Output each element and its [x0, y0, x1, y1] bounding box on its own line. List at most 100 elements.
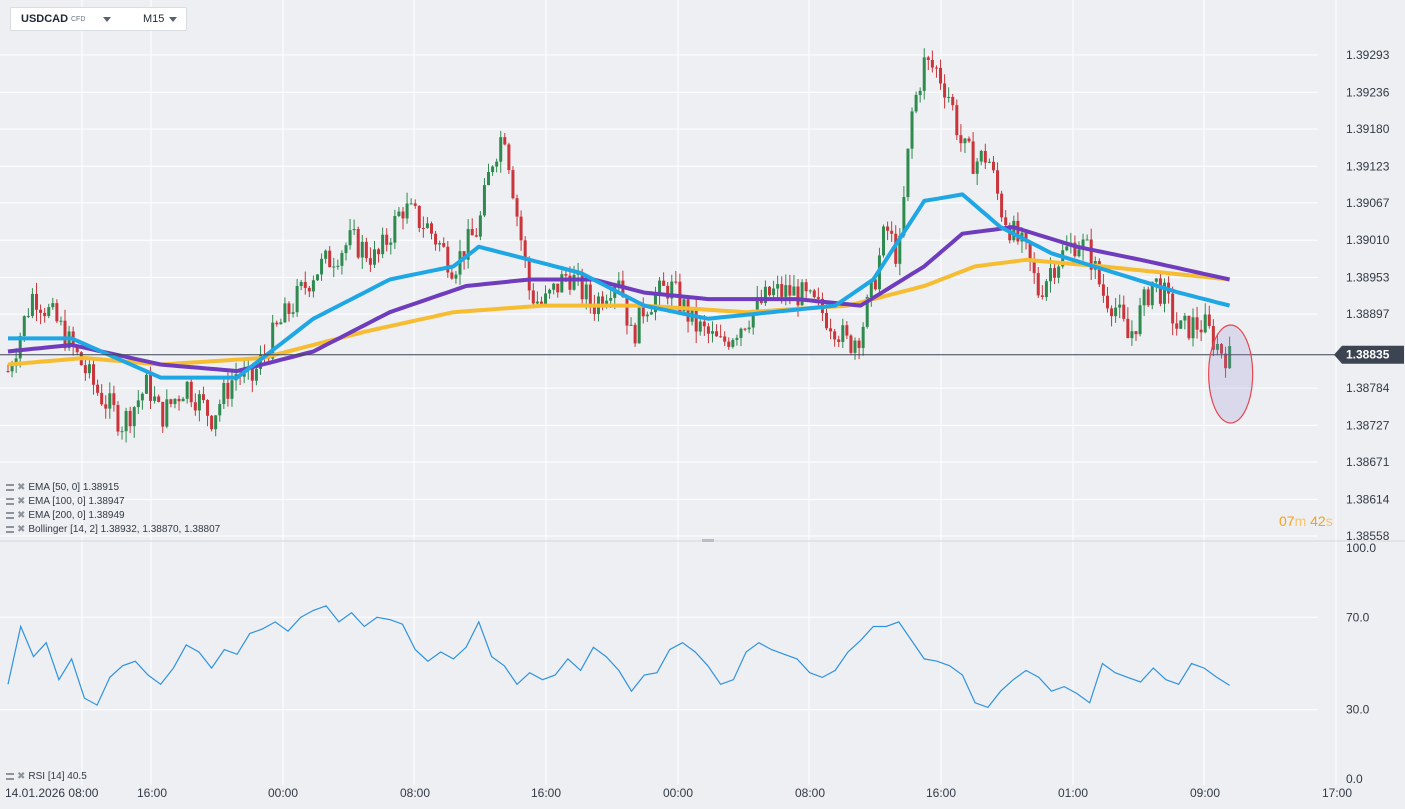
candle-body — [201, 394, 205, 401]
candle-body — [1004, 217, 1008, 226]
rsi-axis-label: 30.0 — [1346, 703, 1370, 717]
candle-body — [1171, 293, 1175, 324]
price-axis-label: 1.38953 — [1346, 271, 1390, 285]
time-axis-label: 16:00 — [531, 786, 561, 800]
candle-body — [548, 289, 552, 294]
candle-body — [564, 274, 568, 276]
candle-body — [287, 303, 291, 314]
candle-body — [539, 301, 543, 305]
candle-body — [674, 281, 678, 283]
candle-body — [609, 298, 613, 301]
candle-body — [743, 328, 747, 330]
candle-body — [930, 59, 934, 68]
candle-body — [1191, 317, 1195, 339]
candle-body — [731, 339, 735, 347]
remove-icon[interactable]: ✖ — [17, 524, 26, 535]
candle-body — [43, 312, 47, 317]
candle-body — [649, 312, 653, 315]
candle-body — [295, 286, 299, 313]
candle-body — [934, 67, 938, 69]
legend-rsi[interactable]: ✖ RSI [14] 40.5 — [6, 771, 87, 782]
candle-body — [556, 283, 560, 293]
candle-body — [83, 365, 87, 374]
candle-body — [499, 137, 503, 162]
current-price-label: 1.38835 — [1346, 348, 1390, 362]
price-axis-label: 1.38614 — [1346, 492, 1390, 506]
legend-settings-icon[interactable] — [6, 483, 14, 491]
candle-body — [996, 170, 1000, 194]
candle-body — [393, 216, 397, 243]
candle-body — [30, 293, 34, 317]
legend-label: Bollinger [14, 2] 1.38932, 1.38870, 1.38… — [28, 524, 221, 535]
candle-body — [478, 215, 482, 237]
candle-body — [682, 299, 686, 312]
candle-body — [947, 96, 951, 98]
candle-body — [340, 253, 344, 266]
legend-ema100[interactable]: ✖ EMA [100, 0] 1.38947 — [6, 496, 125, 507]
symbol-selector[interactable]: USDCAD CFD M15 — [10, 7, 187, 31]
candle-body — [482, 185, 486, 216]
legend-settings-icon[interactable] — [6, 525, 14, 533]
remove-icon[interactable]: ✖ — [17, 482, 26, 493]
legend-settings-icon[interactable] — [6, 772, 14, 780]
candle-body — [955, 105, 959, 136]
candle-body — [222, 382, 226, 405]
candle-body — [210, 415, 214, 430]
candle-body — [511, 170, 515, 199]
candle-body — [914, 94, 918, 112]
candle-body — [653, 295, 657, 313]
legend-bollinger[interactable]: ✖ Bollinger [14, 2] 1.38932, 1.38870, 1.3… — [6, 524, 220, 535]
candle-body — [767, 286, 771, 296]
candle-body — [800, 282, 804, 306]
candle-body — [886, 226, 890, 231]
candle-body — [1224, 353, 1228, 369]
symbol-dropdown-icon[interactable] — [103, 17, 111, 22]
candle-body — [715, 331, 719, 337]
price-axis-label: 1.38727 — [1346, 418, 1390, 432]
time-axis-label: 01:00 — [1058, 786, 1088, 800]
candle-body — [641, 304, 645, 317]
candle-body — [132, 407, 136, 427]
candle-body — [421, 227, 425, 229]
candle-body — [869, 279, 873, 297]
candle-body — [466, 229, 470, 260]
remove-icon[interactable]: ✖ — [17, 496, 26, 507]
timeframe-dropdown-icon[interactable] — [169, 17, 177, 22]
candle-body — [1146, 289, 1150, 306]
candle-body — [515, 198, 519, 217]
time-axis-label: 08:00 — [795, 786, 825, 800]
candle-body — [617, 280, 621, 286]
candle-body — [185, 381, 189, 399]
candle-body — [1175, 323, 1179, 329]
candle-body — [1228, 346, 1232, 369]
candle-body — [495, 161, 499, 167]
candle-body — [397, 211, 401, 217]
legend-settings-icon[interactable] — [6, 497, 14, 505]
candle-body — [694, 307, 698, 332]
legend-ema200[interactable]: ✖ EMA [200, 0] 1.38949 — [6, 510, 125, 521]
candle-body — [364, 241, 368, 259]
remove-icon[interactable]: ✖ — [17, 771, 26, 782]
legend-ema50[interactable]: ✖ EMA [50, 0] 1.38915 — [6, 482, 119, 493]
candle-body — [434, 233, 438, 245]
candle-body — [454, 274, 458, 279]
candle-body — [140, 393, 144, 401]
candle-body — [780, 284, 784, 297]
candle-body — [792, 286, 796, 296]
candle-body — [658, 280, 662, 296]
candle-body — [324, 250, 328, 259]
candle-body — [47, 307, 51, 317]
candle-body — [55, 303, 59, 322]
remove-icon[interactable]: ✖ — [17, 510, 26, 521]
candle-body — [776, 284, 780, 289]
candle-body — [890, 230, 894, 234]
legend-settings-icon[interactable] — [6, 511, 14, 519]
candle-body — [971, 141, 975, 174]
candle-body — [59, 320, 63, 322]
candle-body — [149, 374, 153, 401]
candle-body — [303, 282, 307, 288]
candle-body — [385, 234, 389, 245]
candle-body — [1162, 282, 1166, 304]
candle-body — [666, 285, 670, 299]
